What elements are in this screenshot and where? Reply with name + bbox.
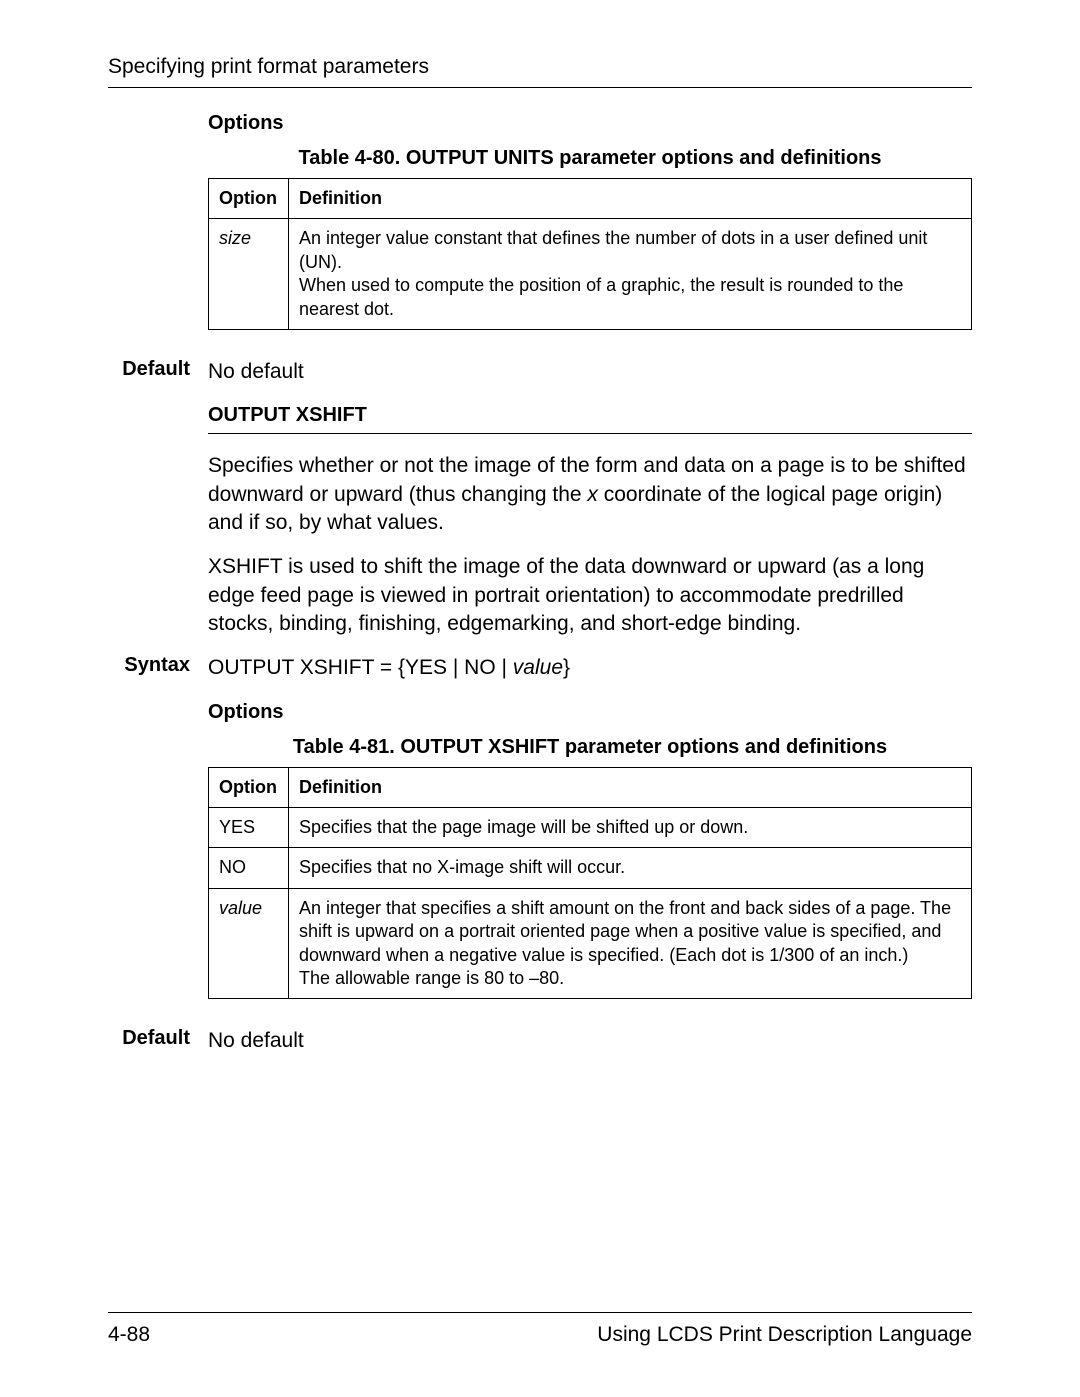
def-text: When used to compute the position of a g… [299, 275, 903, 318]
cell-option-value: value [209, 888, 289, 999]
footer-rule [108, 1312, 972, 1313]
table-row: size An integer value constant that defi… [209, 219, 972, 330]
cell-option-size: size [209, 219, 289, 330]
syntax-label: Syntax [108, 654, 208, 677]
options-heading: Options [208, 112, 972, 135]
def-text: The allowable range is 80 to –80. [299, 968, 564, 988]
col-header-definition: Definition [289, 179, 972, 219]
paragraph: XSHIFT is used to shift the image of the… [208, 553, 972, 638]
footer-row: 4-88 Using LCDS Print Description Langua… [108, 1323, 972, 1347]
default-value: No default [208, 358, 304, 386]
col-header-definition: Definition [289, 767, 972, 807]
default-label: Default [108, 358, 208, 381]
table-row: Option Definition [209, 767, 972, 807]
table-row: NO Specifies that no X-image shift will … [209, 848, 972, 888]
running-header: Specifying print format parameters [108, 55, 972, 79]
footer: 4-88 Using LCDS Print Description Langua… [108, 1312, 972, 1347]
syntax-italic: value [513, 656, 563, 679]
syntax-text: OUTPUT XSHIFT = {YES | NO | [208, 656, 513, 679]
cell-definition-no: Specifies that no X-image shift will occ… [289, 848, 972, 888]
default-label: Default [108, 1027, 208, 1050]
default-row: Default No default [108, 358, 972, 386]
table-4-81: Option Definition YES Specifies that the… [208, 767, 972, 1000]
page-container: Specifying print format parameters Optio… [0, 0, 1080, 1397]
table-caption-4-81: Table 4-81. OUTPUT XSHIFT parameter opti… [208, 736, 972, 759]
book-title: Using LCDS Print Description Language [597, 1323, 972, 1347]
table-caption-4-80: Table 4-80. OUTPUT UNITS parameter optio… [208, 147, 972, 170]
section-xshift-options: Options Table 4-81. OUTPUT XSHIFT parame… [208, 701, 972, 1000]
page-number: 4-88 [108, 1323, 150, 1347]
def-text: An integer value constant that defines t… [299, 228, 927, 271]
cell-option-yes: YES [209, 808, 289, 848]
syntax-row: Syntax OUTPUT XSHIFT = {YES | NO | value… [108, 654, 972, 682]
table-row: Option Definition [209, 179, 972, 219]
section-output-units: Options Table 4-80. OUTPUT UNITS paramet… [208, 112, 972, 330]
cell-definition-yes: Specifies that the page image will be sh… [289, 808, 972, 848]
syntax-value: OUTPUT XSHIFT = {YES | NO | value} [208, 654, 570, 682]
subheading-output-xshift: OUTPUT XSHIFT [208, 404, 972, 434]
options-heading: Options [208, 701, 972, 724]
section-output-xshift: OUTPUT XSHIFT Specifies whether or not t… [208, 404, 972, 638]
table-row: YES Specifies that the page image will b… [209, 808, 972, 848]
table-row: value An integer that specifies a shift … [209, 888, 972, 999]
col-header-option: Option [209, 179, 289, 219]
cell-definition-size: An integer value constant that defines t… [289, 219, 972, 330]
syntax-text: } [563, 656, 570, 679]
col-header-option: Option [209, 767, 289, 807]
def-text: An integer that specifies a shift amount… [299, 898, 951, 965]
cell-option-no: NO [209, 848, 289, 888]
default-row: Default No default [108, 1027, 972, 1055]
cell-definition-value: An integer that specifies a shift amount… [289, 888, 972, 999]
paragraph: Specifies whether or not the image of th… [208, 452, 972, 537]
table-4-80: Option Definition size An integer value … [208, 178, 972, 330]
header-rule [108, 87, 972, 88]
para-italic-x: x [587, 483, 598, 506]
default-value: No default [208, 1027, 304, 1055]
